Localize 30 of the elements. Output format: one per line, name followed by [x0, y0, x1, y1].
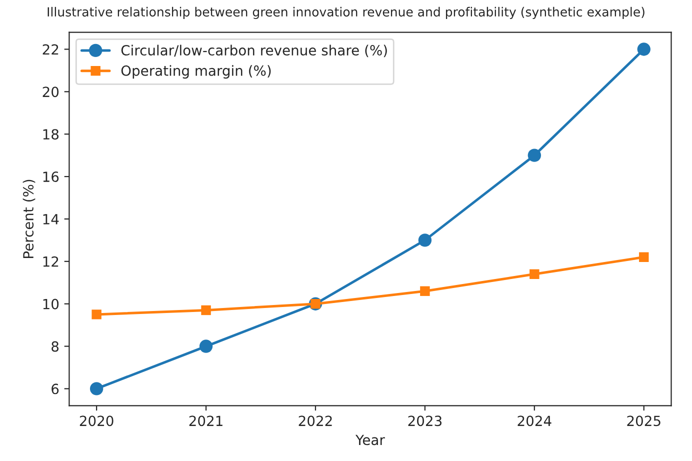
- point: [92, 310, 102, 320]
- x-tick-label: 2025: [627, 416, 660, 426]
- y-axis-title: Percent (%): [22, 180, 36, 258]
- y-tick-label: 14: [43, 214, 59, 224]
- point: [528, 148, 542, 162]
- y-tick-label: 16: [43, 172, 59, 182]
- x-tick-label: 2022: [298, 416, 332, 426]
- y-tick-label: 22: [42, 44, 58, 55]
- point: [90, 382, 104, 396]
- x-tick-label: 2023: [408, 416, 442, 426]
- point: [639, 252, 649, 262]
- x-axis-title: Year: [355, 434, 385, 446]
- y-tick-label: 10: [43, 298, 59, 310]
- legend-label: Circular/low-carbon revenue share (%): [121, 44, 387, 58]
- point: [199, 340, 213, 353]
- y-tick-label: 6: [52, 384, 59, 394]
- y-tick-label: 12: [43, 256, 58, 267]
- point: [201, 305, 211, 316]
- x-tick-label: 2021: [189, 416, 222, 426]
- y-tick-label: 18: [43, 129, 59, 140]
- legend-label: Operating margin (%): [121, 65, 271, 79]
- x-tick-label: 2020: [80, 416, 114, 426]
- x-tick-label: 2024: [518, 416, 552, 426]
- point: [530, 269, 540, 279]
- y-tick-label: 8: [52, 341, 59, 352]
- point: [418, 234, 432, 247]
- y-tick-label: 20: [42, 86, 59, 98]
- point: [420, 286, 430, 296]
- point: [637, 42, 650, 56]
- chart-title: Illustrative relationship between green innovation revenue and profitability (synthetic example): [48, 6, 644, 20]
